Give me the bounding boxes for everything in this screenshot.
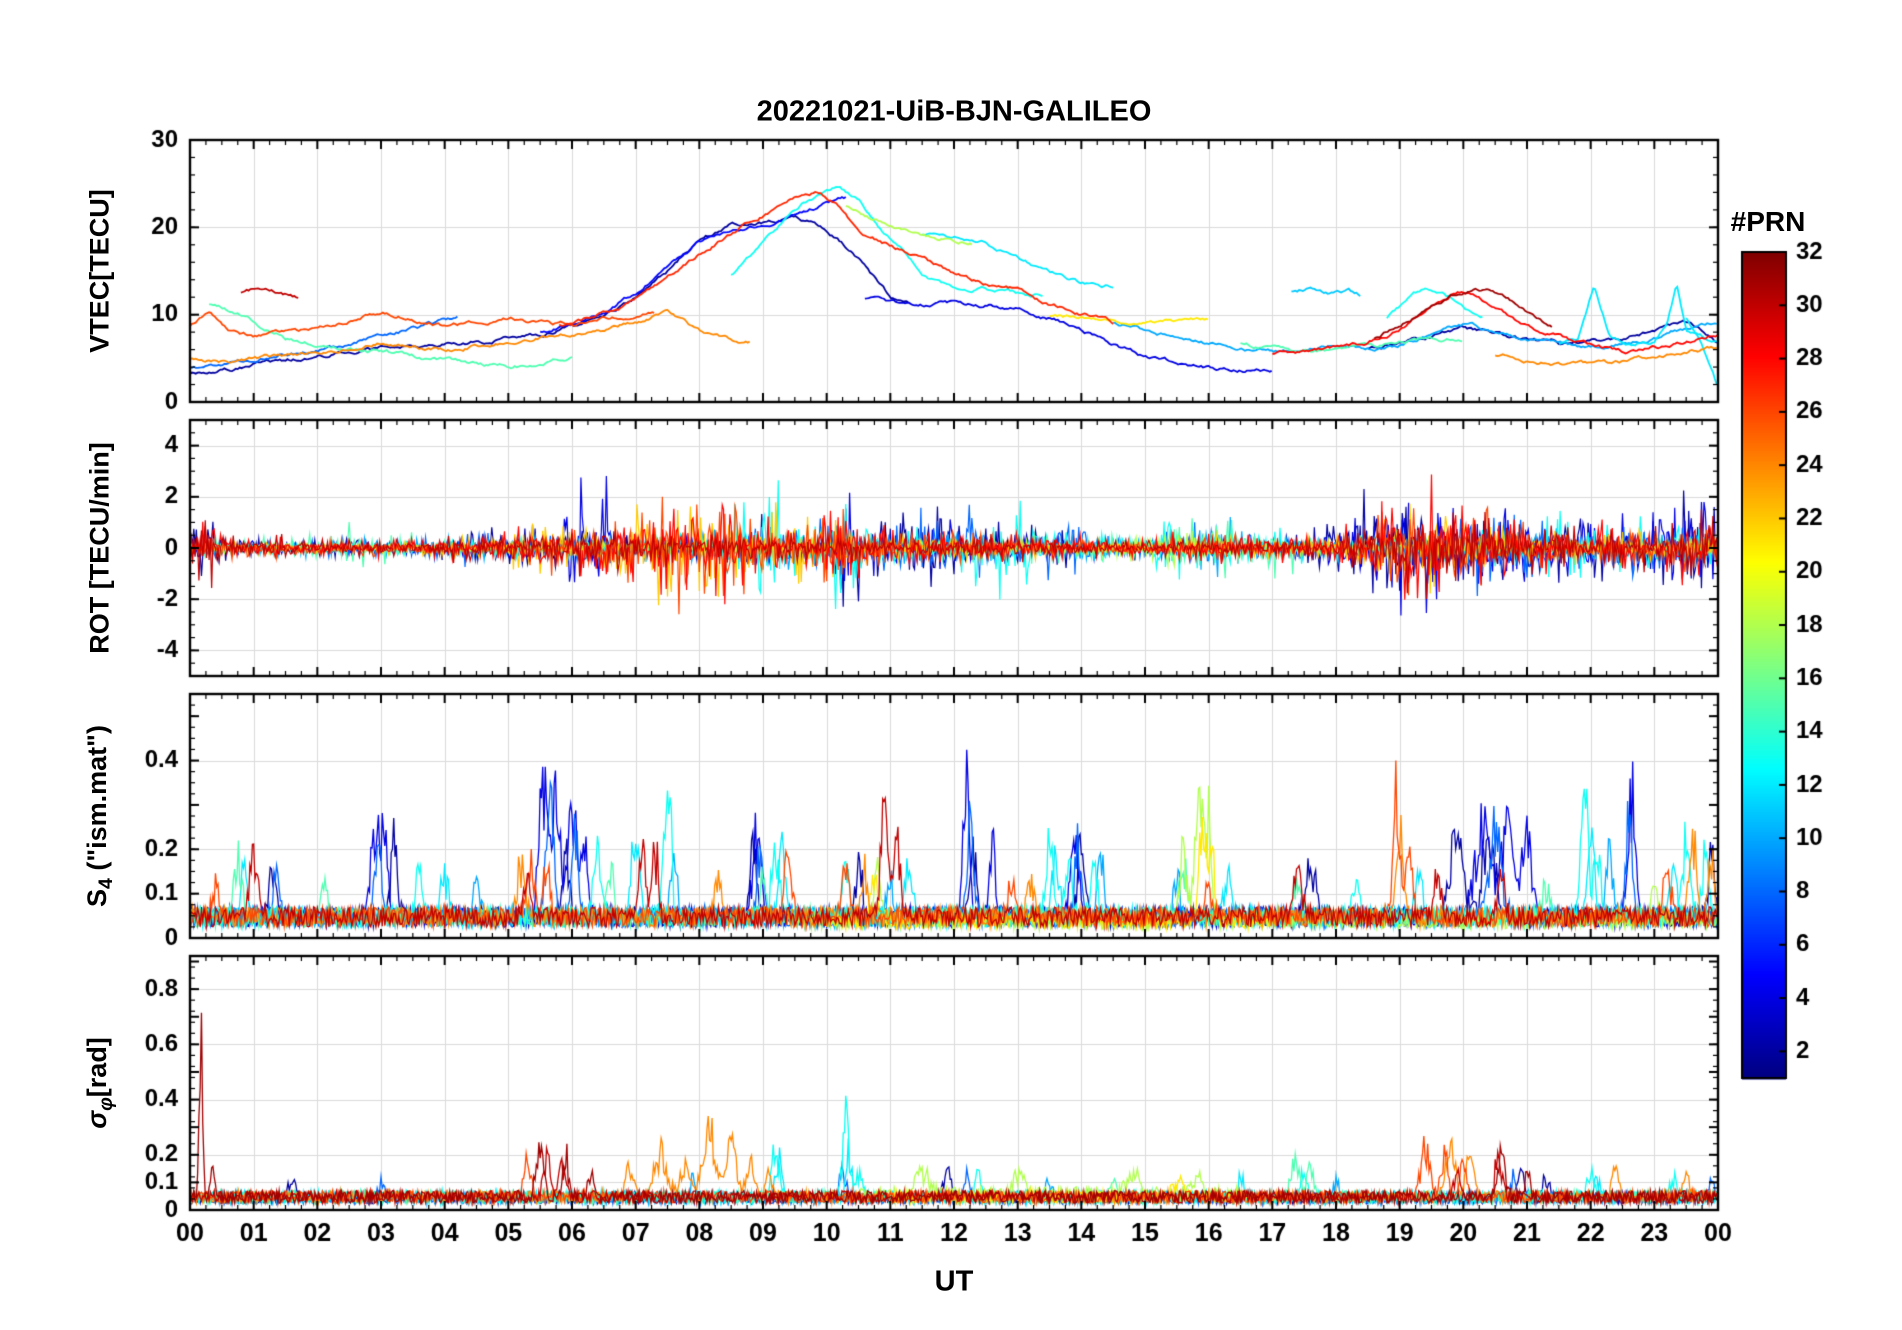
ylabel-sigma-rest: [rad] [81,1037,112,1098]
ylabel-s4-sub: 4 [95,878,118,889]
ylabel-vtec: VTEC[TECU] [84,189,115,353]
ylabel-s4-rest: ("ism.mat") [81,725,112,879]
ylabel-sigma: σφ[rad] [82,1037,118,1129]
colorbar-title: #PRN [1730,206,1806,237]
xlabel-ut: UT [934,1265,974,1298]
ylabel-rot: ROT [TECU/min] [84,442,115,654]
ylabel-s4: S4 ("ism.mat") [82,725,118,907]
ylabel-sigma-sub: φ [95,1097,118,1111]
chart-title: 20221021-UiB-BJN-GALILEO [756,95,1152,128]
ylabel-s4-main: S [81,888,112,907]
ylabel-sigma-main: σ [81,1110,112,1129]
